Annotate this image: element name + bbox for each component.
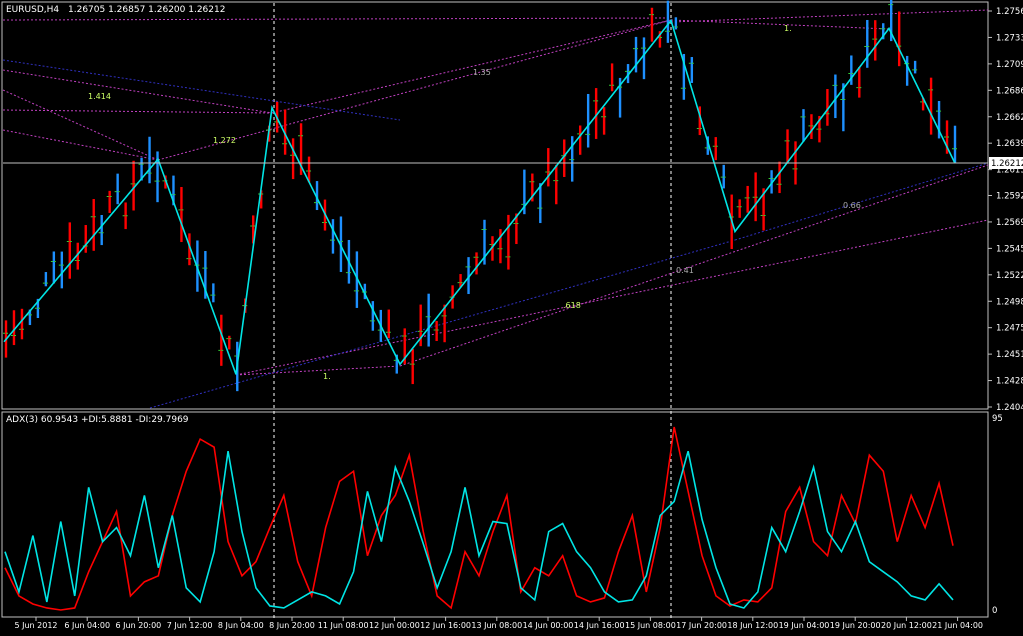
time-tick-label: 11 Jun 08:00	[318, 621, 369, 630]
fib-level-label: .618	[563, 301, 581, 310]
price-tick-label: 1.25455	[996, 244, 1023, 254]
price-tick-label: 1.24985	[996, 297, 1023, 307]
plus-di-line	[4, 450, 954, 609]
minus-di-line	[4, 426, 954, 611]
chart-header: EURUSD,H4 1.26705 1.26857 1.26200 1.2621…	[6, 5, 225, 15]
time-tick-label: 8 Jun 20:00	[269, 621, 315, 630]
price-tick-label: 1.27095	[996, 60, 1023, 70]
time-tick-label: 12 Jun 16:00	[420, 621, 471, 630]
indicator-title: ADX(3) 60.9543 +DI:5.8881 -DI:29.7969	[6, 415, 189, 425]
price-tick-label: 1.24750	[996, 324, 1023, 334]
price-tick-label: 1.25925	[996, 192, 1023, 202]
price-tick-label: 1.26625	[996, 113, 1023, 123]
fib-level-label: 1.	[784, 24, 792, 33]
time-tick-label: 6 Jun 20:00	[116, 621, 162, 630]
fib-line	[2, 89, 159, 161]
time-tick-label: 12 Jun 00:00	[369, 621, 420, 630]
price-tick-label: 1.25220	[996, 271, 1023, 281]
time-tick-label: 14 Jun 00:00	[523, 621, 574, 630]
price-bars	[3, 0, 958, 392]
zigzag-line	[3, 18, 956, 375]
fib-lines	[2, 9, 989, 409]
time-tick-label: 15 Jun 08:00	[625, 621, 676, 630]
main-pane-frame	[1, 1, 989, 410]
time-tick-label: 19 Jun 04:00	[779, 621, 830, 630]
fib-level-label: 1.	[323, 372, 331, 381]
fib-level-label: 0.66	[843, 201, 861, 210]
fib-level-label: 1.414	[88, 92, 111, 101]
time-tick-label: 13 Jun 08:00	[471, 621, 522, 630]
fib-line	[149, 239, 736, 409]
fib-line	[734, 162, 989, 241]
fib-line	[399, 164, 989, 367]
fib-level-label: 1.272	[213, 136, 236, 145]
indicator-scale-min: 0	[992, 606, 997, 616]
price-tick-label: 1.26390	[996, 139, 1023, 149]
time-tick-label: 5 Jun 2012	[14, 621, 57, 630]
fib-line	[2, 17, 672, 21]
price-axis: 1.27565 1.27330 1.27095 1.26860 1.26625 1.263…	[988, 7, 1023, 413]
price-tick-label: 1.26860	[996, 86, 1023, 96]
indicator-pane-frame	[1, 411, 989, 618]
time-tick-label: 14 Jun 16:00	[574, 621, 625, 630]
chart-ohlc: 1.26705 1.26857 1.26200 1.26212	[68, 5, 226, 15]
zigzag-indicator	[3, 18, 956, 375]
price-tick-label: 1.27330	[996, 33, 1023, 43]
time-tick-label: 21 Jun 04:00	[932, 621, 983, 630]
time-axis: 5 Jun 2012 6 Jun 04:00 6 Jun 20:00 7 Jun 12…	[14, 617, 983, 630]
fib-line	[2, 59, 401, 121]
time-tick-label: 18 Jun 12:00	[727, 621, 778, 630]
time-tick-label: 20 Jun 12:00	[881, 621, 932, 630]
price-tick-label: 1.25690	[996, 218, 1023, 228]
time-tick-label: 7 Jun 12:00	[167, 621, 213, 630]
price-tick-label: 1.26155	[996, 166, 1023, 176]
fib-line	[670, 9, 989, 23]
current-price-label: 1.26212	[991, 159, 1023, 169]
price-tick-label: 1.27565	[996, 7, 1023, 17]
indicator-scale-max: 95	[992, 414, 1003, 424]
adx-lines	[4, 426, 954, 611]
time-tick-label: 8 Jun 04:00	[218, 621, 264, 630]
current-price-tag	[989, 157, 1023, 169]
fib-line	[235, 365, 401, 376]
fib-level-label: 1.35	[473, 68, 491, 77]
price-tick-label: 1.24045	[996, 403, 1023, 413]
fib-line	[2, 69, 273, 114]
fib-line	[157, 19, 672, 161]
price-tick-label: 1.24280	[996, 377, 1023, 387]
fib-level-labels: 1.414 1.272 1.35 1. 1. 0.41 .618 0.66	[88, 24, 861, 381]
chart-symbol: EURUSD,H4	[6, 5, 60, 15]
price-tick-label: 1.24515	[996, 350, 1023, 360]
time-tick-label: 6 Jun 04:00	[64, 621, 110, 630]
fib-level-label: 0.41	[676, 266, 694, 275]
time-tick-label: 17 Jun 20:00	[676, 621, 727, 630]
fib-line	[271, 19, 672, 114]
time-tick-label: 19 Jun 20:00	[830, 621, 881, 630]
fib-line	[670, 19, 890, 30]
